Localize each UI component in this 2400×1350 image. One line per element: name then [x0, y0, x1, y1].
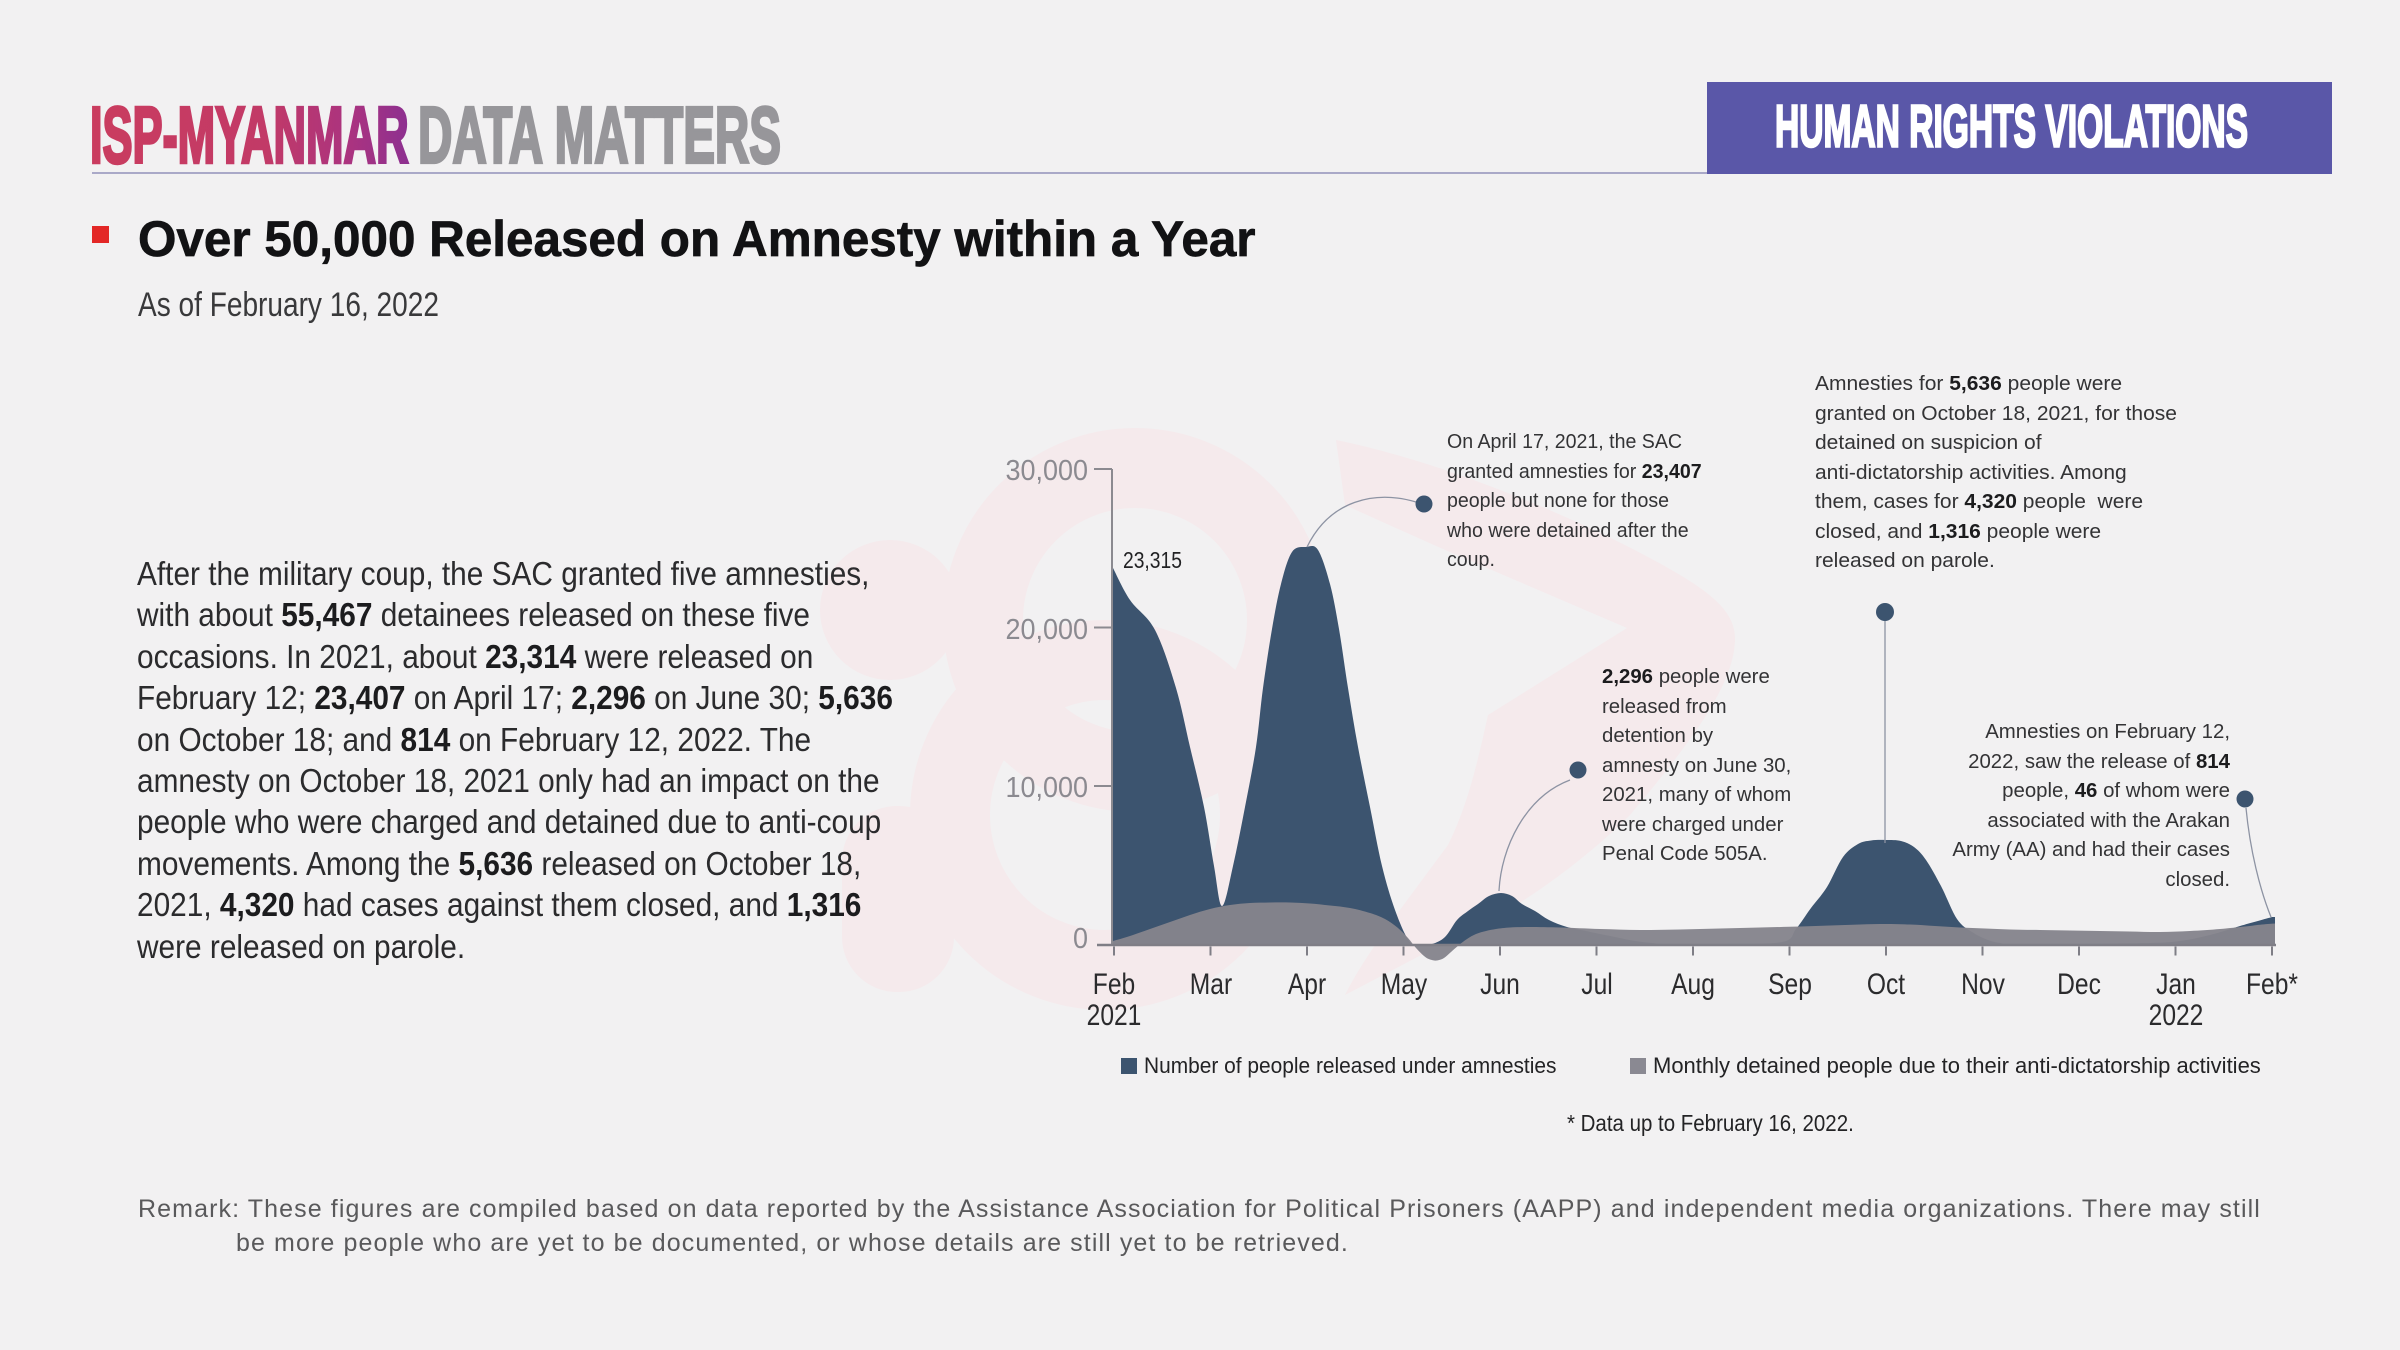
svg-text:ISP-MYANMAR: ISP-MYANMAR	[90, 90, 409, 180]
svg-text:HUMAN RIGHTS VIOLATIONS: HUMAN RIGHTS VIOLATIONS	[1775, 95, 2248, 160]
svg-text:DATA MATTERS: DATA MATTERS	[418, 90, 781, 180]
